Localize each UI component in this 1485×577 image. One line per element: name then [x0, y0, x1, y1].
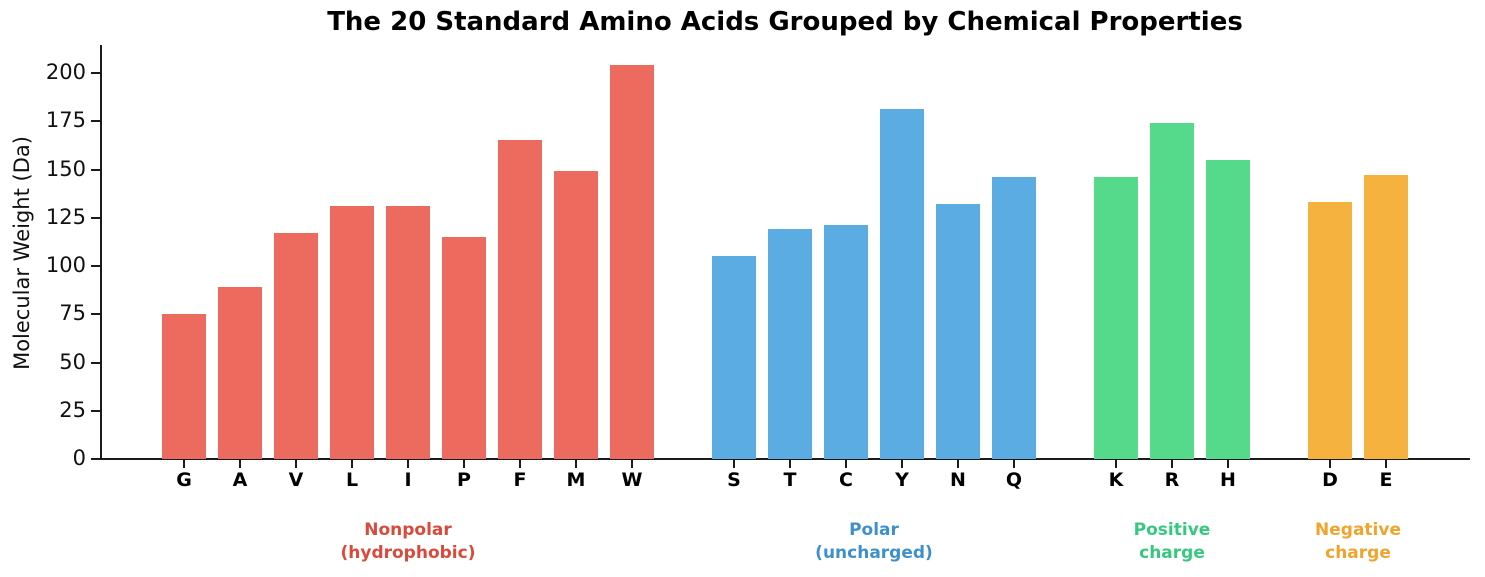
x-tick-label-T: T [783, 469, 797, 491]
y-tick-label-100: 100 [45, 253, 86, 277]
bar-A [218, 287, 262, 459]
x-tick-label-N: N [950, 469, 966, 491]
x-tick-label-D: D [1322, 469, 1338, 491]
y-tick-175 [91, 120, 100, 123]
bar-K [1094, 177, 1138, 459]
bar-M [554, 171, 598, 459]
x-tick-F [519, 460, 521, 468]
x-tick-S [733, 460, 735, 468]
bar-N [936, 204, 980, 459]
x-tick-label-A: A [232, 469, 248, 491]
x-tick-R [1171, 460, 1173, 468]
x-tick-M [575, 460, 577, 468]
x-tick-label-K: K [1108, 469, 1124, 491]
x-tick-label-V: V [288, 469, 304, 491]
group-label-3: Negative charge [1315, 520, 1401, 563]
x-tick-Q [1013, 460, 1015, 468]
x-tick-A [239, 460, 241, 468]
bar-E [1364, 175, 1408, 459]
bar-T [768, 229, 812, 459]
bar-V [274, 233, 318, 459]
y-tick-200 [91, 72, 100, 74]
bar-P [442, 237, 486, 459]
x-tick-label-Q: Q [1005, 469, 1023, 491]
y-tick-125 [91, 216, 100, 219]
plot-area [100, 45, 1470, 460]
y-axis-label: Molecular Weight (Da) [10, 136, 34, 370]
x-tick-label-S: S [727, 469, 741, 491]
x-tick-C [845, 460, 847, 468]
group-label-2: Positive charge [1133, 520, 1211, 563]
x-tick-H [1227, 460, 1229, 468]
bar-I [386, 206, 430, 459]
x-tick-E [1385, 460, 1387, 468]
x-tick-label-F: F [513, 469, 527, 491]
x-tick-label-P: P [457, 469, 471, 491]
bar-H [1206, 160, 1250, 459]
x-tick-W [631, 460, 633, 468]
group-label-0: Nonpolar (hydrophobic) [340, 520, 476, 563]
bar-Y [880, 109, 924, 459]
y-tick-label-175: 175 [45, 108, 86, 133]
x-tick-label-C: C [839, 469, 853, 491]
bar-S [712, 256, 756, 459]
x-tick-label-H: H [1220, 469, 1236, 491]
x-tick-label-M: M [566, 469, 586, 491]
group-label-1: Polar (uncharged) [815, 520, 933, 563]
x-tick-G [183, 460, 185, 468]
y-tick-50 [91, 361, 100, 364]
y-tick-75 [91, 313, 100, 316]
bar-F [498, 140, 542, 459]
bar-Q [992, 177, 1036, 459]
y-tick-label-50: 50 [59, 349, 86, 374]
x-tick-label-L: L [345, 469, 359, 491]
y-tick-label-25: 25 [59, 397, 86, 422]
bar-W [610, 65, 654, 459]
x-tick-P [463, 460, 465, 468]
bar-L [330, 206, 374, 459]
x-tick-label-E: E [1379, 469, 1393, 491]
bar-G [162, 314, 206, 459]
x-tick-N [957, 460, 959, 468]
x-tick-K [1115, 460, 1117, 468]
y-tick-label-150: 150 [45, 156, 86, 181]
y-tick-150 [91, 168, 100, 171]
y-tick-label-75: 75 [59, 301, 86, 326]
y-tick-label-0: 0 [72, 446, 86, 470]
y-tick-label-200: 200 [45, 60, 86, 84]
chart-title: The 20 Standard Amino Acids Grouped by C… [327, 7, 1243, 37]
y-tick-25 [91, 409, 100, 412]
bar-R [1150, 123, 1194, 459]
x-tick-V [295, 460, 297, 468]
bar-C [824, 225, 868, 459]
x-tick-label-R: R [1164, 469, 1180, 491]
x-tick-D [1329, 460, 1331, 468]
bar-D [1308, 202, 1352, 459]
x-tick-T [789, 460, 791, 468]
x-tick-label-G: G [176, 469, 192, 491]
y-tick-100 [91, 265, 100, 267]
x-tick-Y [901, 460, 903, 468]
y-tick-label-125: 125 [45, 204, 86, 229]
y-tick-0 [91, 458, 100, 460]
x-tick-label-W: W [621, 469, 643, 491]
x-tick-L [351, 460, 353, 468]
x-tick-I [407, 460, 409, 468]
x-tick-label-Y: Y [895, 469, 909, 491]
x-tick-label-I: I [404, 469, 412, 491]
